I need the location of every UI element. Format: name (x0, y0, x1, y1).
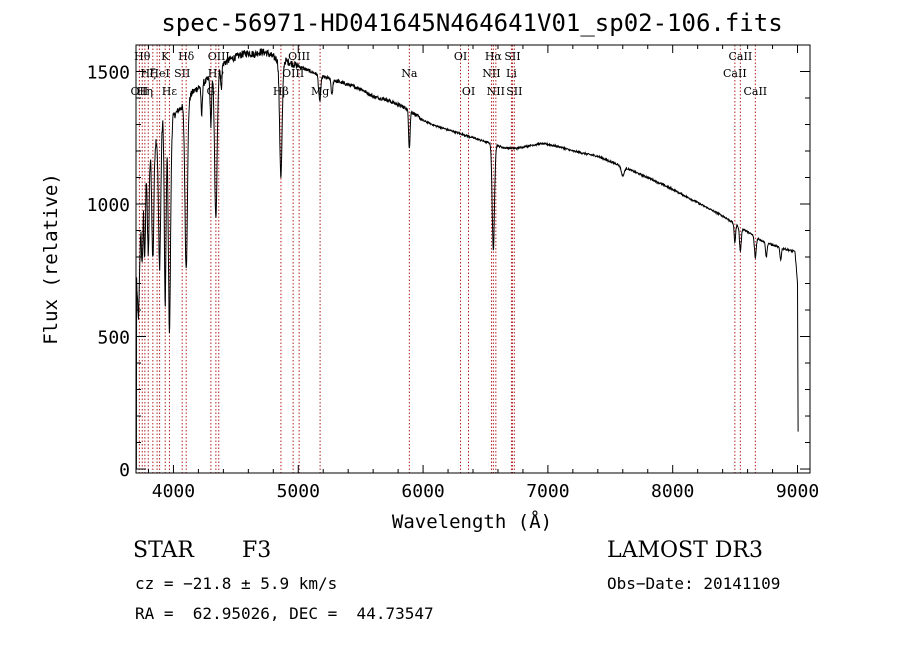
line-marker-label: K (161, 50, 170, 63)
line-marker-label: Hζ (140, 67, 156, 80)
line-marker-label: CaII (729, 50, 753, 63)
object-class: STAR (133, 538, 194, 563)
survey-name: LAMOST DR3 (607, 538, 763, 563)
x-tick-label: 9000 (776, 481, 819, 502)
line-marker-label: SII (504, 50, 520, 63)
object-subclass: F3 (242, 538, 272, 563)
line-marker-label: Li (506, 67, 517, 80)
line-marker-label: Hθ (134, 50, 151, 63)
line-marker-label: OIII (282, 67, 304, 80)
line-marker-label: OIII (288, 50, 310, 63)
x-tick-label: 8000 (651, 481, 694, 502)
line-marker-label: OI (454, 50, 467, 63)
line-markers (138, 45, 756, 473)
line-marker-label: CaII (723, 67, 747, 80)
x-tick-label: 7000 (526, 481, 569, 502)
redshift-value: cz = −21.8 ± 5.9 km/s (135, 574, 338, 593)
x-axis-label: Wavelength (Å) (392, 510, 552, 533)
y-tick-label: 1500 (87, 63, 130, 84)
x-tick-label: 6000 (401, 481, 444, 502)
line-marker-label: SII (174, 67, 190, 80)
line-marker-label: OII (131, 85, 149, 98)
line-marker-label: HeI (149, 67, 169, 80)
y-axis-ticks: 0 500 1000 1500 (87, 63, 810, 481)
y-axis-label: Flux (relative) (40, 173, 62, 345)
line-marker-label: NII (487, 85, 505, 98)
observation-date: Obs−Date: 20141109 (607, 574, 781, 593)
x-tick-label: 5000 (277, 481, 320, 502)
line-marker-label: Hα (485, 50, 503, 63)
x-tick-label: 4000 (152, 481, 195, 502)
y-tick-label: 1000 (87, 195, 130, 216)
line-marker-label: Na (401, 67, 418, 80)
line-marker-label: Hβ (273, 85, 289, 98)
chart-title: spec-56971-HD041645N464641V01_sp02-106.f… (161, 9, 782, 37)
line-marker-label: CaII (743, 85, 767, 98)
line-marker-label: G (206, 85, 215, 98)
line-marker-label: Hη (137, 85, 153, 98)
line-marker-label: OIII (208, 50, 230, 63)
coordinates: RA = 62.95026, DEC = 44.73547 (135, 604, 434, 623)
line-marker-label: Hε (162, 85, 178, 98)
line-marker-label: SII (506, 85, 522, 98)
x-axis-ticks: 4000 5000 6000 7000 8000 9000 (147, 45, 819, 502)
y-tick-label: 500 (97, 328, 130, 349)
y-tick-label: 0 (119, 460, 130, 481)
line-marker-label: Mg (311, 85, 329, 98)
spectrum-line (135, 48, 799, 470)
line-marker-label: Hδ (178, 50, 195, 63)
line-marker-label: NII (482, 67, 500, 80)
plot-frame (135, 44, 811, 474)
line-marker-label: OI (462, 85, 475, 98)
line-marker-labels: OIIHθHηHζHeIKHεHδSIIGHγOIIIHβOIIIOIIIMgN… (131, 50, 768, 98)
